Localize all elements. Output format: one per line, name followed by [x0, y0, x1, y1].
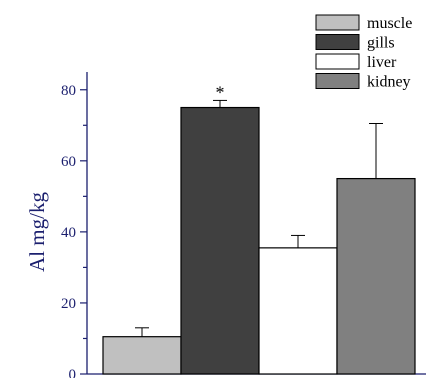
- y-tick-label: 40: [61, 225, 76, 241]
- bar-muscle: [102, 336, 182, 375]
- y-axis-title: Al mg/kg: [25, 192, 49, 272]
- y-tick-label: 60: [61, 154, 76, 170]
- y-tick-label: 20: [61, 296, 76, 312]
- bar-gills: [180, 106, 260, 375]
- legend: muscle gills liver kidney: [315, 14, 412, 91]
- y-tick-label: 80: [61, 83, 76, 99]
- legend-swatch-gills: [315, 34, 360, 50]
- legend-swatch-kidney: [315, 73, 360, 89]
- legend-swatch-liver: [315, 53, 360, 70]
- legend-swatch-muscle: [315, 14, 360, 31]
- bar-kidney: [336, 177, 416, 375]
- legend-label-liver: liver: [367, 54, 397, 71]
- legend-label-kidney: kidney: [367, 74, 411, 91]
- legend-label-muscle: muscle: [367, 15, 412, 32]
- legend-label-gills: gills: [367, 35, 395, 52]
- bars: *: [102, 82, 416, 375]
- significance-marker: *: [216, 82, 225, 102]
- bar-liver: [258, 247, 338, 375]
- y-tick-label: 0: [69, 367, 77, 378]
